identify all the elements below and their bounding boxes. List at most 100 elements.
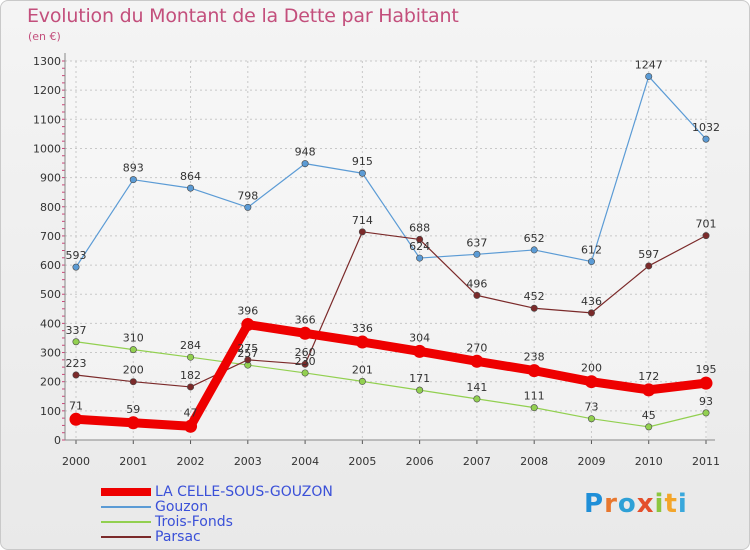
data-point [187,184,195,192]
x-tick-label: 2011 [692,455,720,468]
data-point [413,344,427,358]
y-tick-label: 300 [40,347,61,360]
data-label: 1247 [635,58,663,71]
data-label: 71 [69,399,83,412]
data-point [645,72,653,80]
data-point [358,377,366,385]
legend-label: Trois-Fonds [155,514,233,530]
data-point [470,354,484,368]
data-label: 612 [581,244,602,257]
data-point [530,304,538,312]
data-label: 337 [66,324,87,337]
data-label: 893 [123,162,144,175]
data-point [584,375,598,389]
data-label: 230 [295,355,316,368]
data-point [473,395,481,403]
data-label: 238 [524,351,545,364]
data-label: 948 [295,146,316,159]
y-tick-label: 200 [40,376,61,389]
data-point [244,203,252,211]
data-point [355,335,369,349]
data-label: 915 [352,155,373,168]
y-tick-label: 600 [40,259,61,272]
data-point [587,309,595,317]
data-point [702,232,710,240]
logo-letter: r [604,489,618,519]
data-label: 195 [696,363,717,376]
data-point [645,262,653,270]
series-line-3 [75,231,707,388]
data-point [72,263,80,271]
x-tick-label: 2002 [177,455,205,468]
data-point [358,169,366,177]
data-label: 47 [184,406,198,419]
data-point [699,376,713,390]
data-point [301,160,309,168]
data-point [72,371,80,379]
data-label: 201 [352,363,373,376]
x-tick-label: 2004 [291,455,319,468]
chart-title: Evolution du Montant de la Dette par Hab… [27,5,459,27]
data-label: 73 [584,401,598,414]
data-point [72,338,80,346]
y-tick-label: 0 [54,434,61,447]
data-label: 141 [466,381,487,394]
data-label: 182 [180,369,201,382]
data-point [129,176,137,184]
x-tick-label: 2006 [406,455,434,468]
data-point [642,383,656,397]
data-point [416,254,424,262]
logo-letter: t [664,489,678,519]
data-point [241,318,255,332]
y-tick-label: 100 [40,405,61,418]
x-tick-label: 2005 [348,455,376,468]
data-label: 597 [638,248,659,261]
data-point [187,383,195,391]
logo-letter: x [636,489,655,519]
logo-letter: i [654,489,665,519]
y-tick-label: 800 [40,201,61,214]
data-point [587,415,595,423]
legend-swatch [101,521,151,523]
data-label: 223 [66,357,87,370]
data-label: 200 [581,362,602,375]
x-tick-label: 2003 [234,455,262,468]
data-label: 284 [180,339,201,352]
logo-letter: o [617,489,637,519]
data-label: 111 [524,390,545,403]
y-tick-label: 1000 [33,142,61,155]
logo-letter: P [584,489,605,519]
data-label: 260 [295,346,316,359]
data-label: 1032 [692,121,720,134]
data-label: 275 [237,342,258,355]
x-tick-label: 2000 [62,455,90,468]
legend-label: Parsac [155,529,201,545]
series-line-0 [71,320,711,431]
data-point [187,353,195,361]
data-point [358,228,366,236]
data-point [301,369,309,377]
data-point [129,378,137,386]
data-label: 200 [123,364,144,377]
y-tick-label: 900 [40,172,61,185]
data-point [645,423,653,431]
legend-label: Gouzon [155,499,209,515]
data-label: 270 [466,341,487,354]
data-point [184,419,198,433]
data-label: 496 [466,277,487,290]
data-label: 336 [352,322,373,335]
data-label: 701 [696,218,717,231]
x-tick-label: 2009 [577,455,605,468]
data-label: 45 [642,409,656,422]
data-label: 624 [409,240,430,253]
legend-swatch [101,488,151,496]
data-label: 257 [237,347,258,360]
data-point [69,412,83,426]
data-point [126,416,140,430]
x-tick-label: 2008 [520,455,548,468]
data-point [702,135,710,143]
x-tick-label: 2001 [119,455,147,468]
data-label: 714 [352,214,373,227]
data-label: 637 [466,236,487,249]
